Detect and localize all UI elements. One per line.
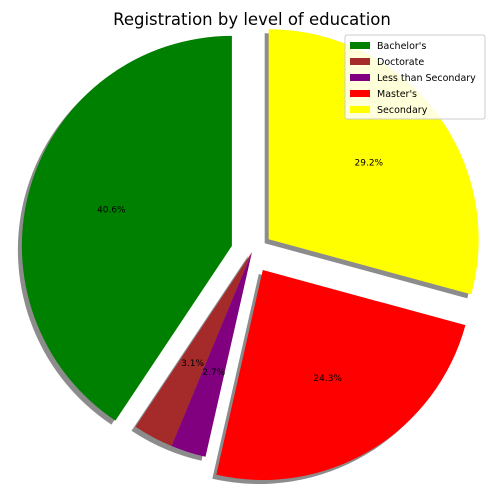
chart-title: Registration by level of education bbox=[113, 10, 391, 29]
legend-swatch-less-than-secondary bbox=[350, 74, 370, 81]
legend-swatch-doctorate bbox=[350, 58, 370, 65]
percent-label-doctorate: 3.1% bbox=[181, 359, 204, 369]
percent-label-less-than-secondary: 2.7% bbox=[202, 368, 225, 378]
pie-slice-master-s bbox=[216, 270, 466, 481]
percent-label-bachelor-s: 40.6% bbox=[97, 205, 126, 215]
legend-swatch-bachelor-s bbox=[350, 42, 370, 49]
pie-slices bbox=[21, 29, 479, 481]
pie-slice-less-than-secondary bbox=[171, 252, 252, 457]
percent-label-master-s: 24.3% bbox=[313, 374, 342, 384]
legend-label-master-s: Master's bbox=[377, 89, 417, 100]
percent-labels: 40.6% 3.1%2.7% 24.3% 29.2% bbox=[97, 159, 384, 384]
legend-box bbox=[344, 34, 486, 120]
legend-swatch-master-s bbox=[350, 90, 370, 97]
percent-label-secondary: 29.2% bbox=[355, 159, 384, 169]
legend-label-bachelor-s: Bachelor's bbox=[377, 41, 426, 52]
legend-label-doctorate: Doctorate bbox=[377, 57, 424, 68]
pie-slice-secondary bbox=[268, 29, 479, 295]
pie-slice-doctorate bbox=[135, 252, 252, 446]
legend-label-less-than-secondary: Less than Secondary bbox=[377, 73, 476, 84]
legend-label-secondary: Secondary bbox=[377, 105, 428, 116]
pie-slice-bachelor-s bbox=[21, 35, 232, 421]
legend: Bachelor's Doctorate Less than Secondary Ma… bbox=[344, 34, 486, 120]
legend-swatch-secondary bbox=[350, 106, 370, 113]
